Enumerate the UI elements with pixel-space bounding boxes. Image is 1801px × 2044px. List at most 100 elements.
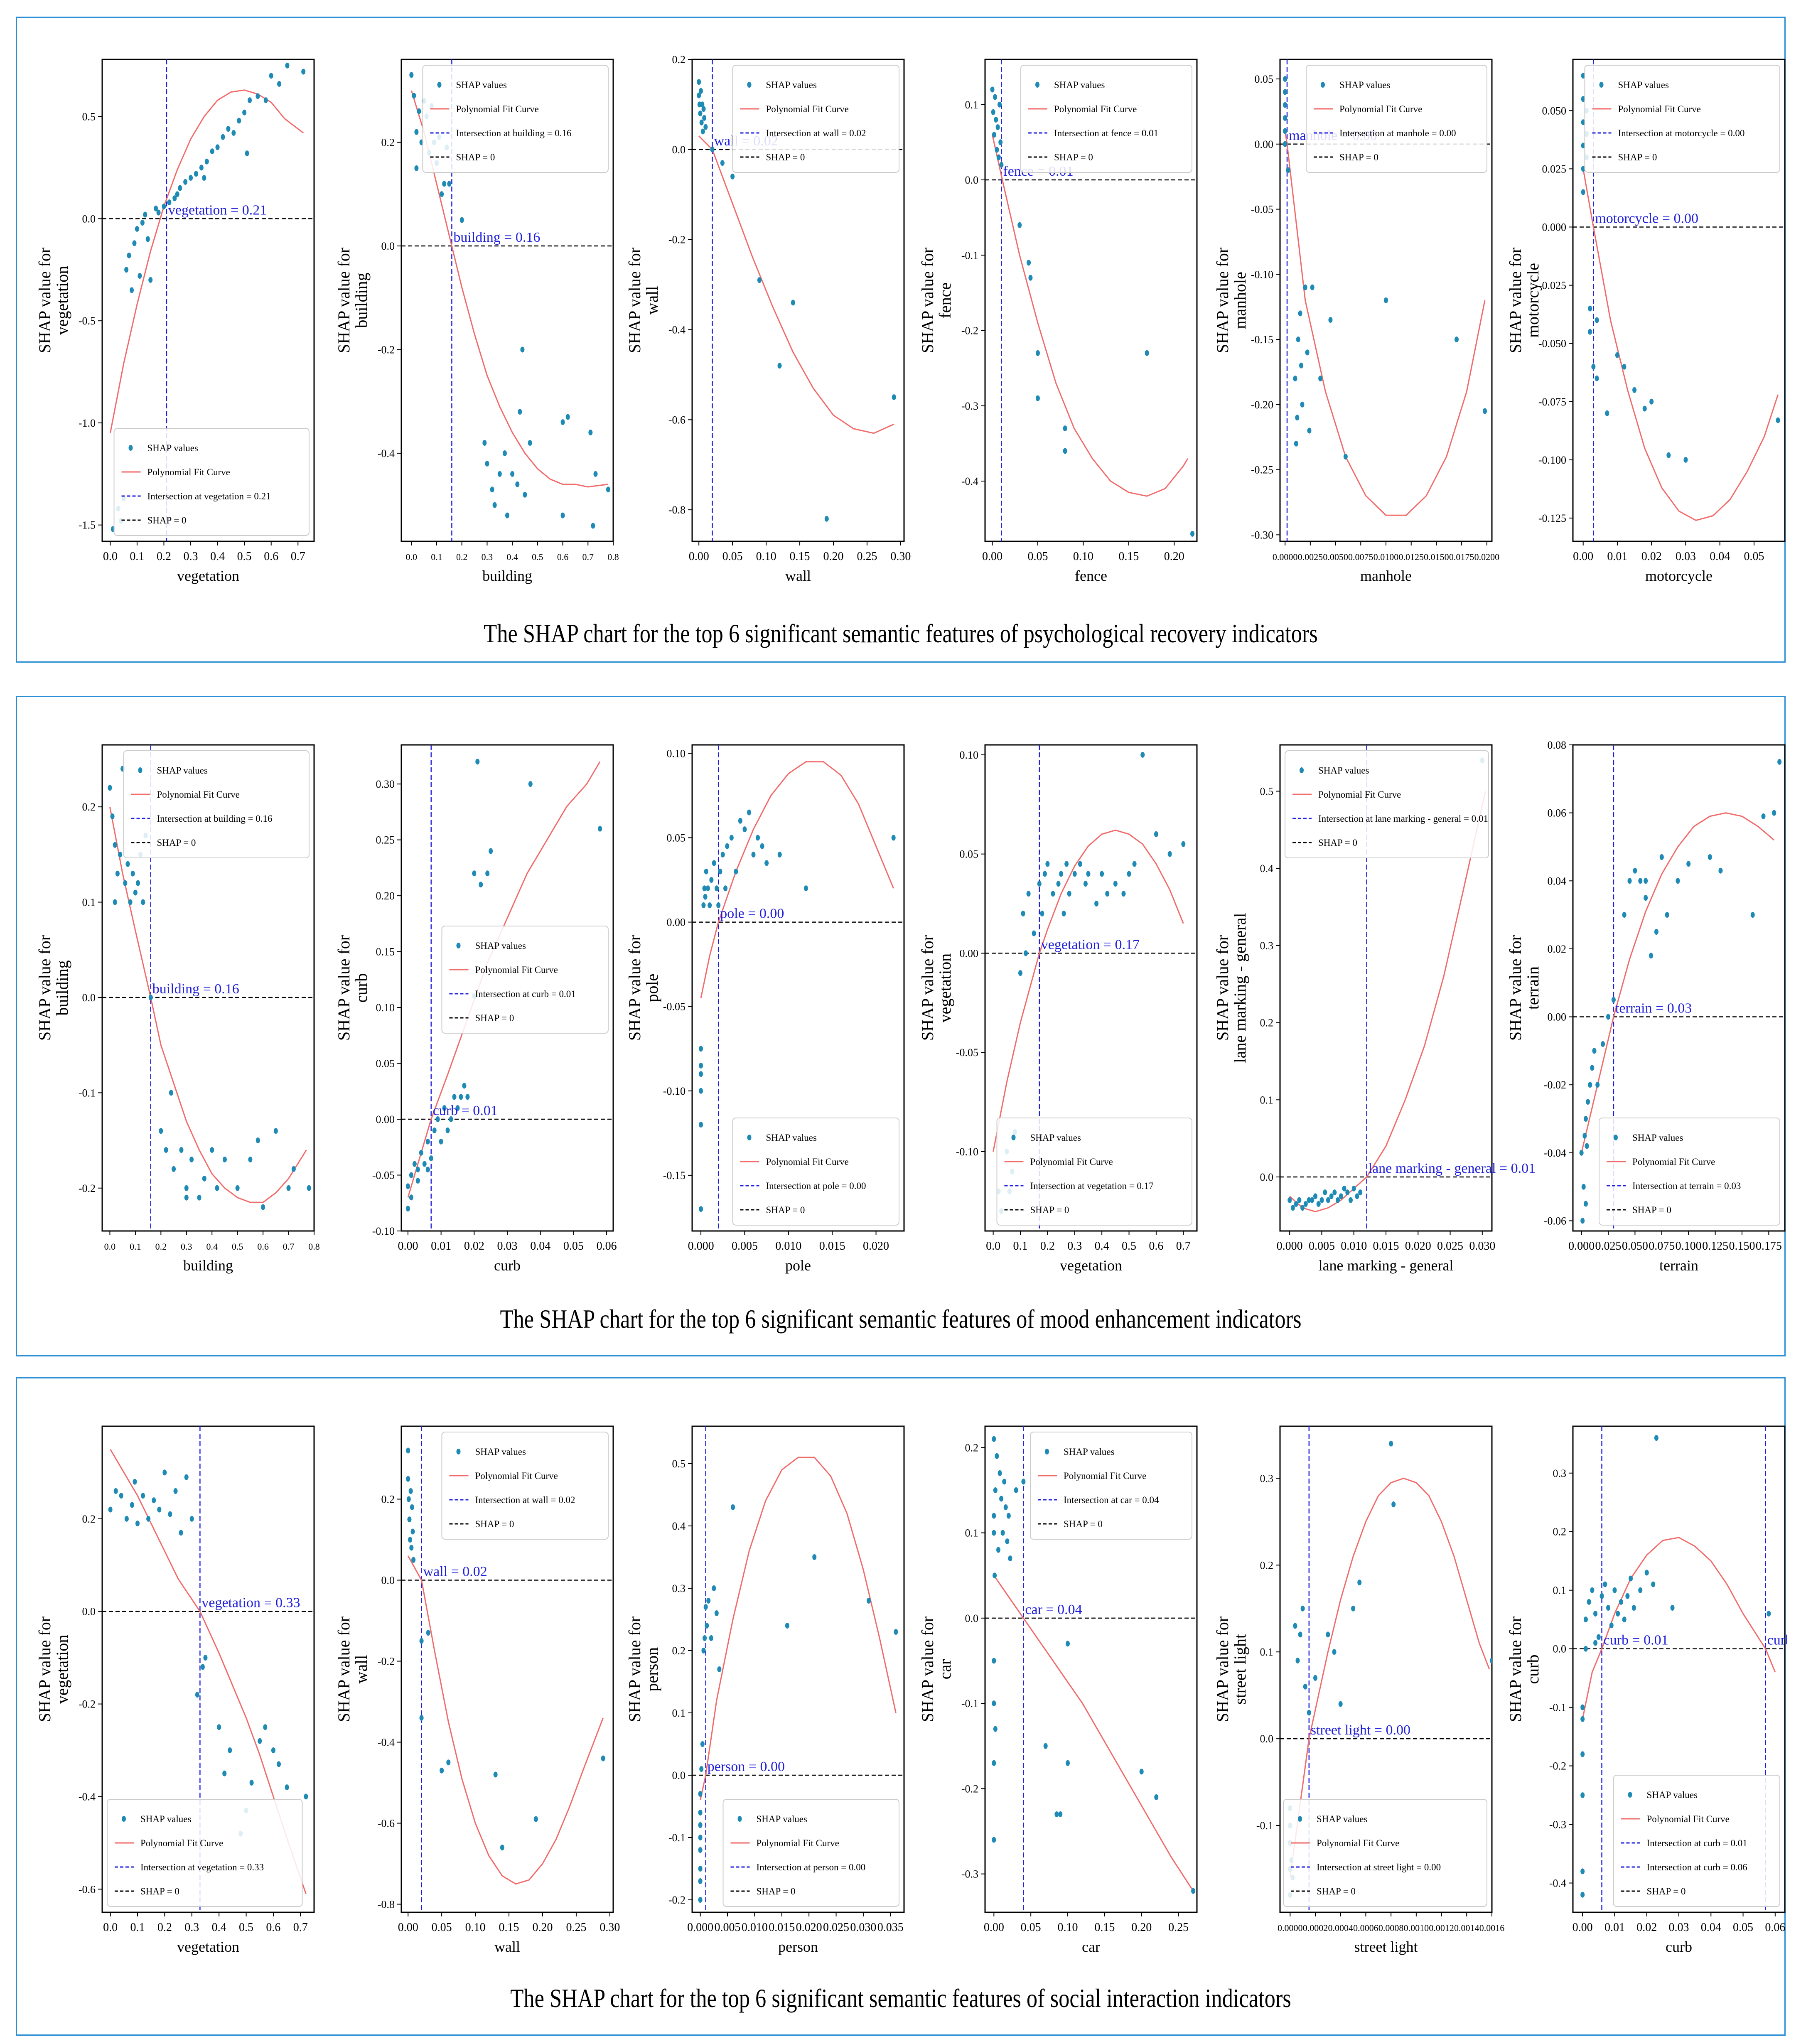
shap-point <box>1181 841 1186 847</box>
legend: SHAP values Polynomial Fit Curve Intersect… <box>996 1118 1192 1226</box>
shap-point <box>1772 810 1776 816</box>
chart-terrain: 0.000 0.025 0.050 0.075 0.100 0.125 0.150 0.175… <box>1506 739 1786 1274</box>
y-tick-label: 0.06 <box>1548 807 1567 819</box>
y-tick-label: -0.4 <box>961 475 978 487</box>
chart-fence: 0.00 0.05 0.10 0.15 0.20 -0.4 -0.3 -0.2 -0.1 0.0 0… <box>918 59 1198 584</box>
shap-point <box>439 1138 443 1145</box>
x-tick-label: 0.0014 <box>1454 1923 1479 1933</box>
shap-point <box>1666 452 1671 458</box>
shap-point <box>210 148 214 155</box>
shap-point <box>714 1610 719 1616</box>
x-tick-label: 0.020 <box>1405 1240 1431 1253</box>
x-axis-label: vegetation <box>1060 1257 1122 1274</box>
y-tick-label: 0.2 <box>965 1442 979 1454</box>
shap-point <box>533 1816 538 1822</box>
x-tick-label: 0.4 <box>506 552 518 562</box>
legend-label: Intersection at fence = 0.01 <box>1054 128 1158 138</box>
shap-point <box>277 1761 281 1767</box>
shap-point <box>1027 260 1031 266</box>
intersection-label: pole = 0.00 <box>720 906 784 921</box>
shap-point <box>1581 96 1585 102</box>
shap-point <box>124 1516 129 1522</box>
plot-frame <box>1279 1425 1493 1913</box>
shap-point <box>447 181 452 187</box>
shap-point <box>1580 1716 1585 1722</box>
shap-point <box>194 171 198 177</box>
x-tick-label: 0.03 <box>1676 550 1696 563</box>
shap-point <box>228 1747 232 1753</box>
shap-point <box>601 1755 605 1761</box>
shap-point <box>429 1155 433 1162</box>
polynomial-fit-curve <box>407 1555 604 1885</box>
shap-point <box>449 1116 453 1123</box>
legend: SHAP values Polynomial Fit Curve Intersect… <box>1283 1799 1487 1907</box>
shap-point <box>1686 861 1691 867</box>
shap-point <box>1605 410 1609 416</box>
shap-point <box>1296 337 1300 343</box>
shap-point <box>1357 1580 1362 1586</box>
legend-label: Polynomial Fit Curve <box>766 104 849 114</box>
y-tick-label: -0.04 <box>1544 1147 1566 1159</box>
legend-label: Intersection at curb = 0.01 <box>475 989 576 999</box>
x-tick-label: 0.1 <box>130 550 144 563</box>
shap-point <box>1190 531 1195 537</box>
y-axis-label: SHAP value forterrain <box>1506 935 1542 1041</box>
shap-point <box>406 1476 410 1482</box>
x-tick-label: 0.00 <box>984 1921 1004 1934</box>
legend-label: SHAP values <box>140 1814 192 1824</box>
shap-point <box>1351 1605 1356 1612</box>
x-axis-label: manhole <box>1360 568 1412 584</box>
y-tick-label: -0.2 <box>378 344 395 356</box>
shap-point <box>1021 910 1025 916</box>
intersection-label: curb = 0.01 <box>1604 1633 1668 1648</box>
chart-building: 0.0 0.1 0.2 0.3 0.4 0.5 0.6 0.7 0.8 -0.2 -0.1 0.0 0.… <box>35 744 320 1274</box>
shap-point <box>405 1183 410 1189</box>
shap-point <box>202 1175 206 1182</box>
shap-point <box>1026 891 1031 897</box>
shap-point <box>1145 350 1149 356</box>
shap-point <box>1086 871 1091 877</box>
legend-swatch-points <box>437 82 442 88</box>
x-tick-label: 0.05 <box>1021 1921 1041 1934</box>
legend-label: SHAP values <box>475 1447 526 1457</box>
legend: SHAP values Polynomial Fit Curve Intersect… <box>113 428 310 536</box>
shap-point <box>1625 1593 1630 1599</box>
x-tick-label: 0.05 <box>563 1240 584 1253</box>
x-axis-label: curb <box>494 1257 521 1274</box>
legend-swatch-points <box>122 1816 126 1822</box>
x-tick-label: 0.025 <box>1437 1240 1463 1253</box>
intersection-label: curb = 0.01 <box>433 1103 498 1118</box>
x-tick-label: 0.000 <box>687 1921 713 1934</box>
polynomial-fit-curve <box>700 1457 897 1801</box>
shap-point <box>417 108 421 114</box>
x-tick-label: 0.15 <box>1118 550 1139 563</box>
shap-point <box>700 1741 705 1747</box>
chart-vegetation: 0.0 0.1 0.2 0.3 0.4 0.5 0.6 0.7 -0.6 -0.4 -0.2 0.0 0… <box>35 1425 315 1955</box>
shap-point <box>135 226 139 232</box>
shap-point <box>459 217 464 223</box>
shap-point <box>1777 759 1782 765</box>
legend-label: SHAP = 0 <box>1632 1205 1671 1215</box>
shap-point <box>698 1822 703 1828</box>
x-tick-label: 0.05 <box>1733 1921 1753 1934</box>
shap-point <box>127 252 131 258</box>
shap-point <box>515 481 520 487</box>
x-tick-label: 0.02 <box>1641 550 1662 563</box>
shap-point <box>1310 1197 1315 1203</box>
shap-point <box>606 486 610 493</box>
y-tick-label: -0.20 <box>1251 399 1273 411</box>
legend: SHAP values Polynomial Fit Curve Intersect… <box>1030 1432 1192 1540</box>
legend-swatch-points <box>1298 1816 1302 1822</box>
shap-point <box>113 1488 118 1494</box>
legend-label: SHAP values <box>456 80 507 90</box>
shap-point <box>1063 448 1067 454</box>
y-tick-label: -0.2 <box>961 1783 978 1795</box>
shap-point <box>435 1116 440 1123</box>
shap-point <box>113 899 117 905</box>
legend-swatch-points <box>1628 1792 1632 1798</box>
shap-point <box>242 109 247 115</box>
shap-point <box>1051 891 1055 897</box>
shap-point <box>1105 891 1110 897</box>
legend: SHAP values Polynomial Fit Curve Intersect… <box>1599 1118 1780 1226</box>
shap-point <box>1005 1538 1010 1545</box>
